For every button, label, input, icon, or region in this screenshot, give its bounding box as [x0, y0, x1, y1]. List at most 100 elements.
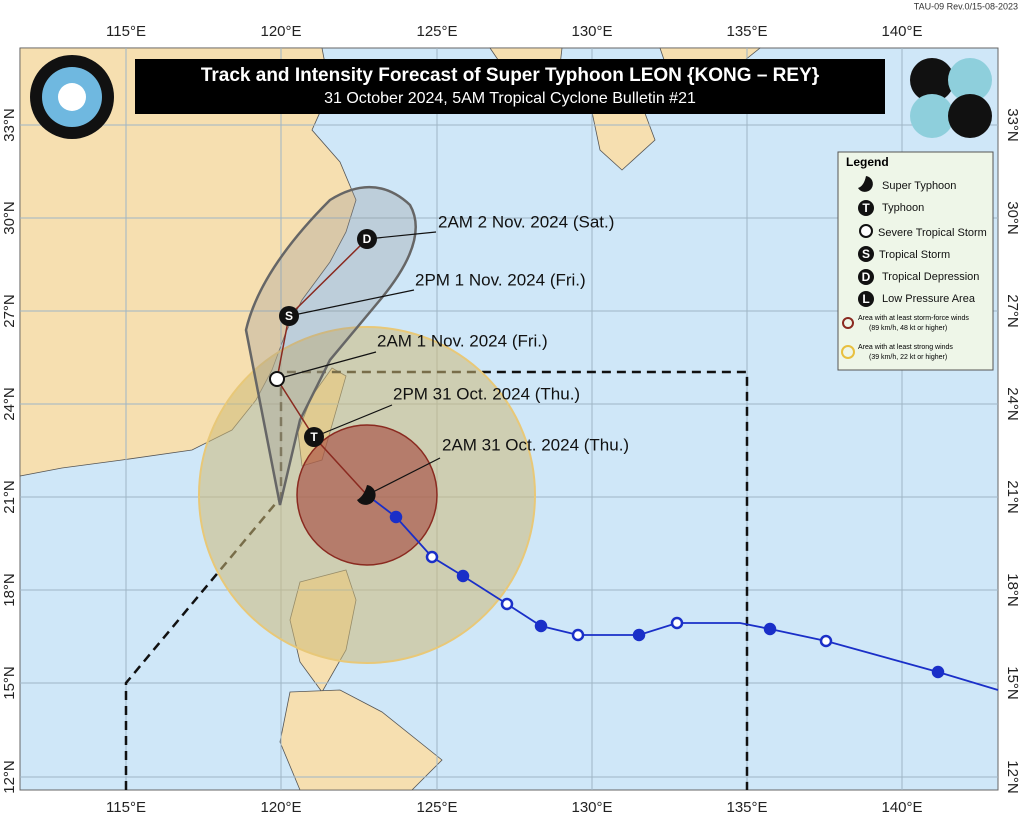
legend-label: Typhoon — [882, 202, 924, 214]
lat-label: 27°N — [1, 294, 18, 328]
lat-label: 12°N — [1004, 760, 1021, 794]
leader-line — [313, 404, 393, 438]
forecast-marker — [304, 427, 324, 447]
marker-symbol: S — [285, 309, 293, 323]
marker-symbol: D — [363, 232, 372, 246]
legend-label: Super Typhoon — [882, 180, 956, 192]
subtitle: 31 October 2024, 5AM Tropical Cyclone Bu… — [324, 90, 696, 107]
lat-label: 21°N — [1, 480, 18, 514]
legend-icon — [858, 246, 874, 262]
lon-label: 130°E — [571, 23, 612, 40]
forecast-marker — [357, 229, 377, 249]
lat-label: 33°N — [1, 108, 18, 142]
legend-label: Low Pressure Area — [882, 293, 976, 305]
lon-label: 140°E — [881, 799, 922, 816]
axis-labels: 115°E 120°E 125°E 130°E 135°E 140°E 115°… — [106, 23, 922, 816]
legend-area-detail: (39 km/h, 22 kt or higher) — [869, 354, 947, 361]
legend-symbol: D — [862, 270, 871, 284]
forecast-label: 2PM 1 Nov. 2024 (Fri.) — [415, 270, 586, 289]
leader-line — [366, 457, 441, 496]
title-box — [135, 59, 885, 114]
lat-label: 12°N — [1, 760, 18, 794]
lat-label: 27°N — [1004, 294, 1021, 328]
past-position — [425, 550, 439, 564]
lat-label: 33°N — [1004, 108, 1021, 142]
legend-icon — [858, 269, 874, 285]
lat-label: 24°N — [1, 387, 18, 421]
legend-area-detail: (89 km/h, 48 kt or higher) — [869, 325, 947, 332]
past-position — [670, 616, 684, 630]
logo-part — [948, 94, 992, 138]
lat-label: 24°N — [1004, 387, 1021, 421]
forecast-label: 2AM 31 Oct. 2024 (Thu.) — [442, 435, 629, 454]
lon-label: 135°E — [726, 23, 767, 40]
lat-labels: 33°N 33°N 30°N 30°N 27°N 27°N 24°N 24°N 21°N 21°N… — [1, 108, 1021, 794]
lon-label: 120°E — [260, 23, 301, 40]
legend-label: Tropical Depression — [882, 271, 979, 283]
past-position — [819, 634, 833, 648]
leader-line — [366, 231, 437, 240]
lat-label: 18°N — [1004, 573, 1021, 607]
lon-label: 125°E — [416, 23, 457, 40]
lon-label: 135°E — [726, 799, 767, 816]
legend-icon — [841, 345, 855, 359]
legend-title: Legend — [846, 155, 889, 169]
legend: Legend Super Typhoon T Typhoon Severe Tr… — [837, 151, 994, 371]
legend-symbol: T — [862, 201, 870, 215]
forecast-label: 2PM 31 Oct. 2024 (Thu.) — [393, 384, 580, 403]
legend-symbol: L — [862, 292, 869, 306]
lat-label: 15°N — [1, 666, 18, 700]
legend-icon — [842, 317, 854, 329]
past-position — [534, 619, 548, 633]
legend-label: Tropical Storm — [879, 249, 950, 261]
left-logo — [30, 55, 114, 139]
super-typhoon-icon — [357, 485, 376, 505]
lon-label: 140°E — [881, 23, 922, 40]
logo-center — [58, 83, 86, 111]
forecast-labels: 2AM 31 Oct. 2024 (Thu.) 2PM 31 Oct. 2024… — [377, 212, 629, 454]
forecast-markers: T S D — [269, 229, 377, 505]
right-logo — [910, 58, 992, 138]
legend-icon — [858, 200, 874, 216]
legend-icon — [858, 176, 873, 192]
past-position — [632, 628, 646, 642]
title: Track and Intensity Forecast of Super Ty… — [201, 65, 820, 86]
past-position — [389, 510, 403, 524]
forecast-marker — [279, 306, 299, 326]
past-position — [763, 622, 777, 636]
lon-label: 125°E — [416, 799, 457, 816]
past-position — [500, 597, 514, 611]
lat-label: 30°N — [1004, 201, 1021, 235]
logo-part — [948, 58, 992, 102]
logo-part — [910, 58, 954, 102]
marker-symbol: T — [310, 430, 318, 444]
legend-area-label: Area with at least storm-force winds — [858, 315, 969, 322]
lat-label: 18°N — [1, 573, 18, 607]
past-position — [571, 628, 585, 642]
lat-label: 21°N — [1004, 480, 1021, 514]
legend-icon — [858, 291, 874, 307]
leader-line — [276, 351, 377, 380]
legend-icon — [859, 224, 873, 238]
past-position — [931, 665, 945, 679]
revision: TAU-09 Rev.0/15-08-2023 — [914, 1, 1018, 11]
lat-label: 15°N — [1004, 666, 1021, 700]
legend-symbol: S — [862, 247, 870, 261]
logo-part — [910, 94, 954, 138]
forecast-label: 2AM 1 Nov. 2024 (Fri.) — [377, 331, 548, 350]
past-position — [456, 569, 470, 583]
severe-storm-icon — [269, 371, 285, 387]
past-positions — [389, 510, 945, 679]
lon-label: 120°E — [260, 799, 301, 816]
lon-label: 115°E — [106, 799, 146, 816]
leader-line — [288, 289, 415, 317]
leader-lines — [276, 231, 441, 496]
legend-label: Severe Tropical Storm — [878, 227, 987, 239]
lat-label: 30°N — [1, 201, 18, 235]
map: T S D 2AM 31 Oct. 2024 (Thu.) 2PM 31 Oct… — [19, 47, 999, 791]
forecast-label: 2AM 2 Nov. 2024 (Sat.) — [438, 212, 614, 231]
visayas — [279, 689, 443, 791]
lon-label: 115°E — [106, 23, 146, 40]
legend-area-label: Area with at least strong winds — [858, 344, 953, 351]
